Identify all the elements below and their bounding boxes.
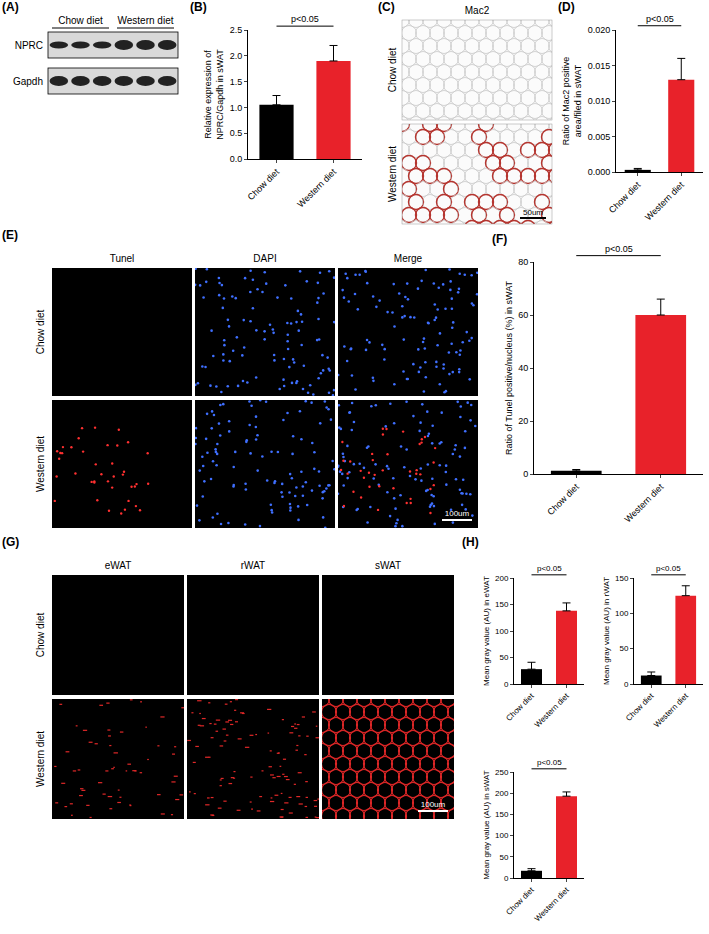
svg-text:Western diet: Western diet <box>387 146 398 202</box>
svg-text:50um: 50um <box>523 208 543 217</box>
html-text:(A): (A) <box>2 0 19 14</box>
svg-text:Relative expression ofNPRC/Gap: Relative expression ofNPRC/Gapdh in sWAT <box>203 49 225 140</box>
html-text:(F): (F) <box>492 232 508 246</box>
svg-text:Mean gray value (AU) in rWAT: Mean gray value (AU) in rWAT <box>602 577 611 685</box>
svg-text:Chow diet: Chow diet <box>504 885 536 917</box>
svg-text:150: 150 <box>495 810 509 819</box>
svg-text:100: 100 <box>495 627 509 636</box>
svg-text:0: 0 <box>504 874 509 883</box>
svg-text:0.0: 0.0 <box>230 154 243 164</box>
html-text:(B): (B) <box>190 0 207 14</box>
svg-text:Ratio of Tunel positive/nucleu: Ratio of Tunel positive/nucleus (%) in s… <box>504 280 514 455</box>
svg-text:p<0.05: p<0.05 <box>537 758 562 767</box>
svg-text:DAPI: DAPI <box>253 253 276 264</box>
svg-text:p<0.05: p<0.05 <box>605 244 633 254</box>
svg-text:Western diet: Western diet <box>118 15 174 26</box>
svg-text:20: 20 <box>518 416 528 426</box>
svg-text:Mac2: Mac2 <box>465 5 490 16</box>
svg-text:Chow diet: Chow diet <box>545 481 581 517</box>
svg-text:Chow diet: Chow diet <box>624 691 656 723</box>
svg-text:0.005: 0.005 <box>588 132 611 142</box>
svg-text:0.020: 0.020 <box>588 25 611 35</box>
svg-text:Ratio of Mac2 positivearea/fil: Ratio of Mac2 positivearea/filed in sWAT <box>561 57 583 146</box>
svg-text:Chow diet: Chow diet <box>504 691 536 723</box>
svg-text:1.5: 1.5 <box>230 77 243 87</box>
svg-text:100: 100 <box>495 831 509 840</box>
svg-text:100: 100 <box>615 609 629 618</box>
svg-text:100um: 100um <box>445 509 470 518</box>
svg-text:Chow diet: Chow diet <box>35 613 46 658</box>
html-text:(H): (H) <box>462 535 479 549</box>
svg-text:150: 150 <box>615 574 629 583</box>
svg-text:p<0.05: p<0.05 <box>646 14 674 24</box>
html-text:(G): (G) <box>2 535 20 549</box>
html-text:(C): (C) <box>378 0 395 14</box>
svg-text:0: 0 <box>504 680 509 689</box>
svg-text:Western diet: Western diet <box>295 166 338 209</box>
svg-text:Western diet: Western diet <box>533 885 572 924</box>
svg-text:Western diet: Western diet <box>35 436 46 492</box>
svg-text:0: 0 <box>624 680 629 689</box>
svg-text:sWAT: sWAT <box>375 560 401 571</box>
svg-text:80: 80 <box>518 257 528 267</box>
svg-text:Mean gray value (AU) in eWAT: Mean gray value (AU) in eWAT <box>482 576 491 686</box>
svg-text:NPRC: NPRC <box>15 40 43 51</box>
svg-text:0.5: 0.5 <box>230 128 243 138</box>
svg-text:250: 250 <box>495 768 509 777</box>
svg-text:2.5: 2.5 <box>230 25 243 35</box>
svg-text:Western diet: Western diet <box>643 179 686 222</box>
html-text:(D): (D) <box>558 0 575 14</box>
svg-text:Mean gray value (AU) in sWAT: Mean gray value (AU) in sWAT <box>482 770 491 879</box>
svg-text:60: 60 <box>518 310 528 320</box>
svg-text:200: 200 <box>495 574 509 583</box>
svg-text:0: 0 <box>523 469 528 479</box>
svg-text:Western diet: Western diet <box>623 481 666 524</box>
svg-text:100um: 100um <box>421 800 446 809</box>
svg-text:Chow diet: Chow diet <box>35 310 46 355</box>
svg-text:p<0.05: p<0.05 <box>537 564 562 573</box>
svg-text:Western diet: Western diet <box>35 731 46 787</box>
html-text:(E): (E) <box>2 228 18 242</box>
svg-text:Western diet: Western diet <box>652 691 691 730</box>
svg-text:Chow diet: Chow diet <box>246 166 282 202</box>
svg-text:p<0.05: p<0.05 <box>291 14 319 24</box>
svg-text:40: 40 <box>518 363 528 373</box>
svg-text:rWAT: rWAT <box>241 560 265 571</box>
svg-text:eWAT: eWAT <box>105 560 132 571</box>
svg-text:1.0: 1.0 <box>230 103 243 113</box>
svg-text:2.0: 2.0 <box>230 51 243 61</box>
svg-text:Western diet: Western diet <box>533 691 572 730</box>
svg-text:Chow diet: Chow diet <box>607 179 643 215</box>
svg-text:50: 50 <box>499 653 508 662</box>
svg-text:0.000: 0.000 <box>588 167 611 177</box>
svg-text:200: 200 <box>495 789 509 798</box>
svg-text:Chow diet: Chow diet <box>58 15 103 26</box>
svg-text:Gapdh: Gapdh <box>13 76 43 87</box>
svg-text:0.010: 0.010 <box>588 96 611 106</box>
svg-text:150: 150 <box>495 600 509 609</box>
svg-text:Chow diet: Chow diet <box>387 48 398 93</box>
svg-text:50: 50 <box>619 644 628 653</box>
svg-text:p<0.05: p<0.05 <box>656 564 681 573</box>
svg-text:0.015: 0.015 <box>588 61 611 71</box>
svg-text:Merge: Merge <box>394 253 423 264</box>
svg-text:Tunel: Tunel <box>110 253 135 264</box>
svg-text:50: 50 <box>499 853 508 862</box>
